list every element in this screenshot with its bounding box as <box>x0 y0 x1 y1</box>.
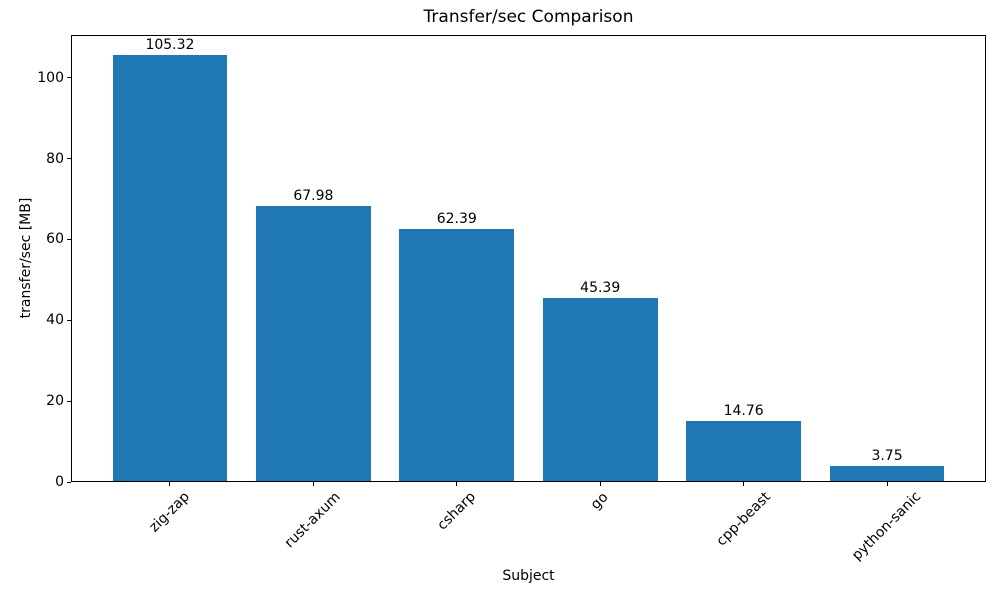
x-tick-mark <box>886 482 888 486</box>
x-tick-mark <box>312 482 314 486</box>
bar <box>112 55 228 481</box>
bar-value-label: 45.39 <box>580 279 621 296</box>
y-axis-label: transfer/sec [MB] <box>18 197 34 319</box>
x-tick-label: rust-axum <box>281 489 345 552</box>
plot-area <box>71 35 986 482</box>
x-tick-mark <box>456 482 458 486</box>
bar <box>399 228 515 481</box>
y-tick-mark <box>67 400 71 402</box>
y-tick-label: 80 <box>46 150 64 167</box>
bar-value-label: 105.32 <box>145 37 195 54</box>
y-tick-label: 100 <box>37 69 64 86</box>
y-tick-mark <box>67 77 71 79</box>
bar <box>256 206 371 481</box>
y-tick-label: 40 <box>46 312 64 329</box>
x-tick-mark <box>599 482 601 486</box>
x-tick-mark <box>743 482 745 486</box>
chart-title: Transfer/sec Comparison <box>423 7 634 27</box>
bar-value-label: 3.75 <box>871 447 903 464</box>
y-tick-label: 20 <box>46 393 64 410</box>
y-tick-label: 0 <box>55 474 64 490</box>
y-tick-mark <box>67 319 71 321</box>
y-tick-mark <box>67 481 71 483</box>
y-tick-mark <box>67 238 71 240</box>
y-tick-mark <box>67 158 71 160</box>
x-tick-label: cpp-beast <box>713 488 774 550</box>
bar-value-label: 67.98 <box>293 188 334 205</box>
bar-value-label: 14.76 <box>723 403 764 420</box>
x-axis-label: Subject <box>502 568 555 584</box>
bar-value-label: 62.39 <box>436 210 477 227</box>
bar <box>542 297 658 481</box>
bar <box>829 465 945 481</box>
x-tick-label: csharp <box>434 488 479 534</box>
x-tick-label: python-sanic <box>849 488 925 565</box>
y-tick-label: 60 <box>46 231 64 248</box>
bar <box>686 421 801 481</box>
x-tick-mark <box>169 482 171 486</box>
x-tick-label: go <box>588 488 612 513</box>
x-tick-label: zig-zap <box>146 488 193 536</box>
